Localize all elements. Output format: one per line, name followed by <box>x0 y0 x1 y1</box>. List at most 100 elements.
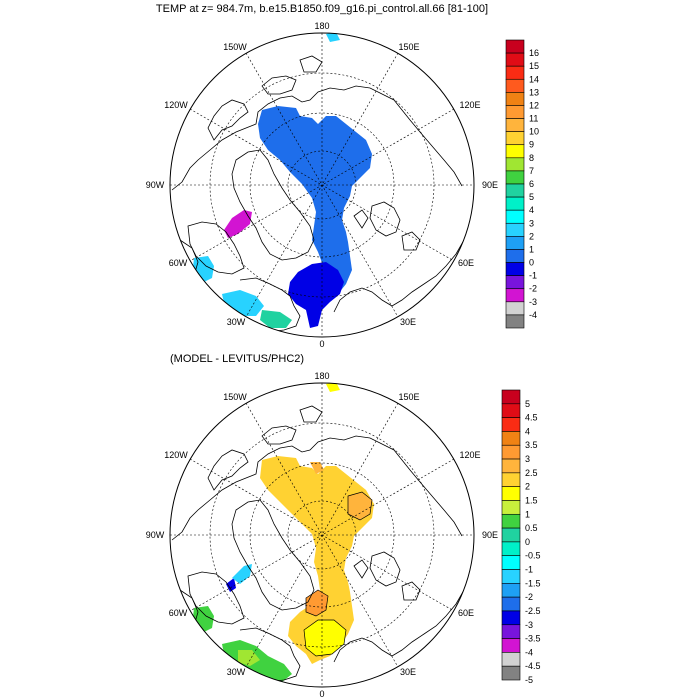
colorbar-label: 1.5 <box>525 495 538 505</box>
colorbar-swatch <box>505 131 525 146</box>
colorbar-swatch <box>501 500 521 515</box>
bottom-lon-label-150e: 150E <box>398 392 419 402</box>
colorbar-label: 13 <box>529 87 539 97</box>
bottom-lon-label-60e: 60E <box>458 608 474 618</box>
colorbar-swatch <box>501 472 521 487</box>
colorbar-swatch <box>505 105 525 119</box>
colorbar-label: -2.5 <box>525 606 541 616</box>
colorbar-swatch <box>501 486 521 501</box>
bottom-map <box>170 383 474 687</box>
colorbar-label: 0 <box>525 537 530 547</box>
colorbar-label: 6 <box>529 179 534 189</box>
bottom-lon-label-0: 0 <box>319 689 324 699</box>
colorbar-label: 0 <box>529 258 534 268</box>
colorbar-swatch <box>501 513 521 529</box>
top-lon-label-120e: 120E <box>459 100 480 110</box>
bottom-lon-label-30w: 30W <box>227 667 246 677</box>
bottom-lon-label-120w: 120W <box>164 450 188 460</box>
colorbar-label: 2 <box>525 482 530 492</box>
top-field-teal <box>260 310 292 328</box>
colorbar-swatch <box>501 444 521 460</box>
bottom-lon-label-90e: 90E <box>482 530 498 540</box>
colorbar-label: 8 <box>529 153 534 163</box>
top-lon-label-30w: 30W <box>227 317 246 327</box>
colorbar-swatch <box>505 170 525 185</box>
colorbar-swatch <box>501 527 521 543</box>
bottom-field-yellow-top <box>326 383 340 392</box>
colorbar-swatch <box>505 157 525 172</box>
top-lon-label-90e: 90E <box>482 180 498 190</box>
colorbar-swatch <box>505 118 525 132</box>
bottom-lon-label-60w: 60W <box>169 608 188 618</box>
bottom-field-cyan <box>232 564 252 584</box>
colorbar-label: -3 <box>525 620 533 630</box>
colorbar-swatch <box>505 92 525 106</box>
bottom-map-border <box>169 382 475 688</box>
bottom-field-orange-a <box>306 590 328 616</box>
colorbar-label: 7 <box>529 166 534 176</box>
top-panel: TEMP at z= 984.7m, b.e15.B1850.f09_g16.p… <box>146 3 539 349</box>
bottom-lon-label-120e: 120E <box>459 450 480 460</box>
colorbar-label: 1 <box>525 509 530 519</box>
colorbar-label: 5 <box>529 192 534 202</box>
colorbar-label: 2 <box>529 231 534 241</box>
colorbar-label: -1 <box>525 565 533 575</box>
colorbar-label: 11 <box>529 114 538 124</box>
top-graticule <box>170 33 474 337</box>
colorbar-swatch <box>501 652 521 667</box>
bottom-panel: (MODEL - LEVITUS/PHC2) <box>146 353 541 699</box>
colorbar-swatch <box>501 583 521 598</box>
colorbar-swatch <box>505 196 525 211</box>
top-lon-label-90w: 90W <box>146 180 165 190</box>
colorbar-swatch <box>505 314 525 329</box>
bottom-field-yellow <box>304 620 346 656</box>
bottom-field-lightgreen <box>238 650 260 666</box>
bottom-lon-label-180: 180 <box>314 371 329 381</box>
colorbar-label: -3.5 <box>525 634 541 644</box>
colorbar-swatch <box>501 638 521 653</box>
bottom-lon-label-90w: 90W <box>146 530 165 540</box>
top-lon-label-120w: 120W <box>164 100 188 110</box>
colorbar-swatch <box>505 236 525 250</box>
colorbar-label: -0.5 <box>525 551 541 561</box>
colorbar-swatch <box>505 288 525 303</box>
colorbar-label: -2 <box>525 592 533 602</box>
top-map <box>170 33 474 337</box>
top-field-main <box>258 106 372 302</box>
top-panel-title: TEMP at z= 984.7m, b.e15.B1850.f09_g16.p… <box>156 3 488 15</box>
top-lon-label-0: 0 <box>319 339 324 349</box>
colorbar-label: -5 <box>525 675 533 685</box>
colorbar-swatch <box>505 209 525 224</box>
colorbar-label: -3 <box>529 297 537 307</box>
top-coastlines <box>171 55 471 333</box>
colorbar-swatch <box>501 541 521 557</box>
top-lon-label-150e: 150E <box>398 42 419 52</box>
colorbar-label: 2.5 <box>525 468 538 478</box>
top-lon-label-30e: 30E <box>400 317 416 327</box>
colorbar-swatch <box>505 249 525 263</box>
colorbar-label: 4.5 <box>525 413 538 423</box>
top-field-deep <box>288 262 344 328</box>
colorbar-label: -4 <box>525 647 533 657</box>
bottom-contours <box>303 491 373 657</box>
colorbar-swatch <box>505 39 525 54</box>
colorbar-swatch <box>505 78 525 93</box>
colorbar-label: 4 <box>529 205 534 215</box>
colorbar-label: 1 <box>529 244 534 254</box>
colorbar-label: -4 <box>529 310 537 320</box>
top-map-border <box>169 32 475 338</box>
colorbar-swatch <box>501 555 521 570</box>
bottom-field-main <box>260 456 374 664</box>
top-lon-label-180: 180 <box>314 21 329 31</box>
colorbar-label: 5 <box>525 399 530 409</box>
colorbar-label: 16 <box>529 48 539 58</box>
top-lon-label-60e: 60E <box>458 258 474 268</box>
bottom-panel-title: (MODEL - LEVITUS/PHC2) <box>170 353 304 365</box>
top-field-cyan-c <box>326 33 340 42</box>
bottom-field-orange-b <box>348 492 372 520</box>
colorbar-swatch <box>501 665 521 681</box>
colorbar-swatch <box>501 389 521 405</box>
bottom-lon-label-150w: 150W <box>223 392 247 402</box>
top-field-cyan-b <box>222 290 264 316</box>
